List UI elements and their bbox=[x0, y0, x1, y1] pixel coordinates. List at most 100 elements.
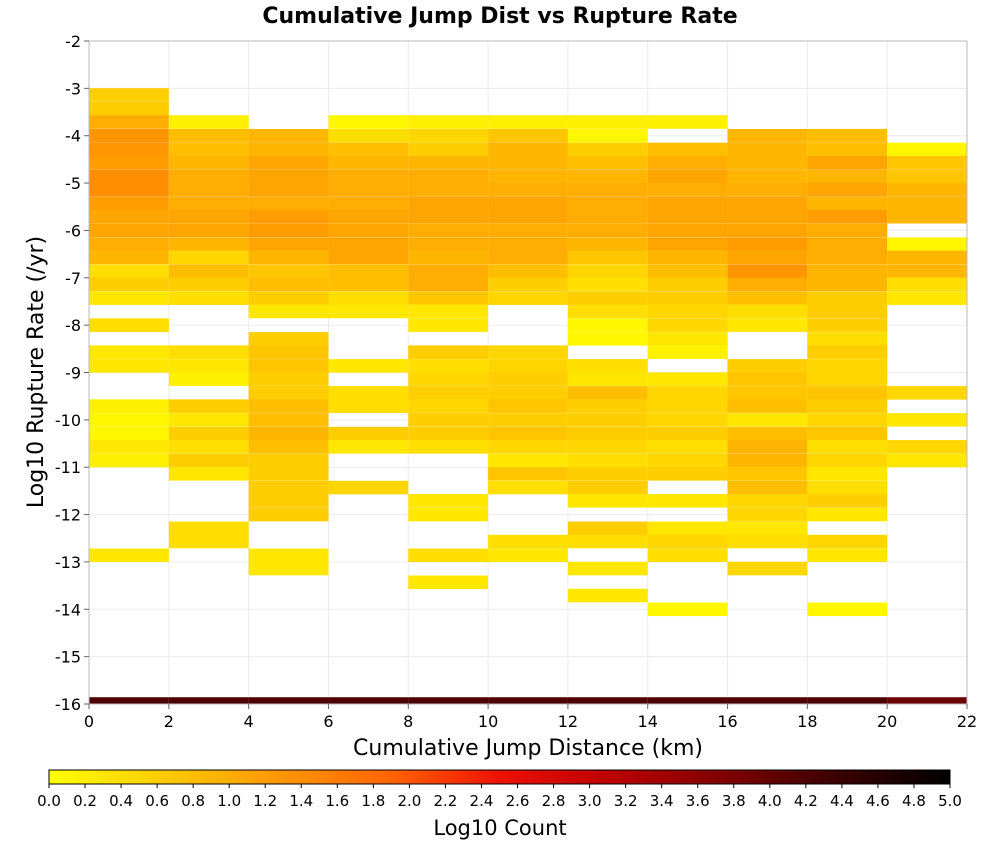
heatmap-cell bbox=[168, 250, 249, 265]
x-tick-label: 18 bbox=[797, 712, 817, 731]
colorbar-tick-label: 4.4 bbox=[830, 792, 854, 810]
colorbar-tick-label: 3.8 bbox=[722, 792, 746, 810]
heatmap-cell bbox=[887, 209, 967, 224]
heatmap-cell bbox=[488, 196, 568, 211]
heatmap-cell bbox=[328, 155, 409, 170]
heatmap-cell bbox=[887, 237, 967, 251]
heatmap-cell bbox=[727, 291, 808, 305]
heatmap-cell bbox=[727, 697, 808, 704]
heatmap-cell bbox=[647, 548, 728, 563]
heatmap-cell bbox=[408, 223, 489, 238]
heatmap-cell bbox=[408, 155, 489, 170]
heatmap-cell bbox=[248, 182, 329, 197]
heatmap-cell bbox=[727, 467, 808, 481]
heatmap-cell bbox=[328, 182, 409, 197]
heatmap-cell bbox=[89, 115, 169, 129]
heatmap-cell bbox=[807, 209, 888, 224]
heatmap-cell bbox=[727, 453, 808, 468]
heatmap-cell bbox=[887, 182, 967, 197]
heatmap-cell bbox=[807, 413, 888, 427]
heatmap-cell bbox=[488, 250, 568, 265]
heatmap-cell bbox=[488, 345, 568, 359]
heatmap-cell bbox=[807, 250, 888, 265]
heatmap-cell bbox=[488, 359, 568, 373]
colorbar-tick-label: 0.4 bbox=[109, 792, 133, 810]
heatmap-cell bbox=[248, 561, 329, 576]
heatmap-cell bbox=[647, 115, 728, 129]
heatmap-cell bbox=[89, 155, 169, 170]
heatmap-cell bbox=[408, 142, 489, 157]
heatmap-cell bbox=[168, 453, 249, 468]
heatmap-cell bbox=[89, 548, 169, 563]
x-tick-label: 12 bbox=[558, 712, 578, 731]
heatmap-cell bbox=[647, 426, 728, 441]
colorbar-tick-label: 5.0 bbox=[938, 792, 962, 810]
heatmap-cell bbox=[807, 372, 888, 386]
heatmap-cell bbox=[488, 209, 568, 224]
heatmap-cell bbox=[567, 182, 648, 197]
heatmap-cell bbox=[567, 223, 648, 238]
heatmap-cell bbox=[248, 440, 329, 454]
heatmap-cell bbox=[248, 480, 329, 495]
chart-title: Cumulative Jump Dist vs Rupture Rate bbox=[262, 4, 737, 29]
heatmap-cell bbox=[248, 467, 329, 481]
heatmap-cell bbox=[89, 264, 169, 278]
colorbar-tick-label: 1.4 bbox=[289, 792, 313, 810]
colorbar-tick-label: 3.2 bbox=[614, 792, 638, 810]
heatmap-cell bbox=[89, 196, 169, 211]
heatmap-cell bbox=[567, 413, 648, 427]
y-axis-label: Log10 Rupture Rate (/yr) bbox=[24, 236, 49, 508]
heatmap-cell bbox=[328, 277, 409, 292]
heatmap-cell bbox=[89, 277, 169, 292]
heatmap-cell bbox=[168, 277, 249, 292]
heatmap-cell bbox=[727, 250, 808, 265]
x-tick-label: 2 bbox=[164, 712, 174, 731]
heatmap-cell bbox=[647, 277, 728, 292]
heatmap-cell bbox=[248, 196, 329, 211]
heatmap-cell bbox=[89, 359, 169, 373]
heatmap-cell bbox=[168, 697, 249, 704]
heatmap-cell bbox=[727, 386, 808, 400]
heatmap-cell bbox=[567, 332, 648, 346]
heatmap-cell bbox=[647, 521, 728, 536]
heatmap-cell bbox=[807, 359, 888, 373]
heatmap-cell bbox=[408, 359, 489, 373]
heatmap-cell bbox=[168, 413, 249, 427]
heatmap-cell bbox=[328, 196, 409, 211]
heatmap-cell bbox=[647, 291, 728, 305]
heatmap-cell bbox=[727, 128, 808, 143]
heatmap-cell bbox=[647, 345, 728, 359]
heatmap-cell bbox=[328, 115, 409, 129]
heatmap-cell bbox=[647, 237, 728, 251]
heatmap-cell bbox=[168, 291, 249, 305]
heatmap-cell bbox=[168, 155, 249, 170]
x-tick-label: 22 bbox=[957, 712, 977, 731]
heatmap-cell bbox=[248, 413, 329, 427]
heatmap-cell bbox=[248, 142, 329, 157]
heatmap-cell bbox=[89, 399, 169, 413]
heatmap-cell bbox=[647, 399, 728, 413]
x-tick-label: 10 bbox=[478, 712, 498, 731]
heatmap-cell bbox=[567, 142, 648, 157]
colorbar-tick-label: 4.0 bbox=[758, 792, 782, 810]
heatmap-cell bbox=[727, 142, 808, 157]
heatmap-cell bbox=[408, 697, 489, 704]
heatmap-cell bbox=[488, 128, 568, 143]
heatmap-cell bbox=[488, 413, 568, 427]
heatmap-cell bbox=[408, 196, 489, 211]
heatmap-cell bbox=[89, 318, 169, 332]
heatmap-cell bbox=[328, 697, 409, 704]
colorbar-label: Log10 Count bbox=[433, 816, 566, 840]
heatmap-cell bbox=[647, 372, 728, 386]
heatmap-cell bbox=[727, 223, 808, 238]
heatmap-cell bbox=[408, 277, 489, 292]
colorbar-tick-label: 1.8 bbox=[361, 792, 385, 810]
y-tick-label: -16 bbox=[55, 695, 81, 714]
heatmap-cell bbox=[567, 318, 648, 332]
heatmap-cell bbox=[647, 440, 728, 454]
colorbar-tick-label: 1.2 bbox=[253, 792, 277, 810]
colorbar-ticks: 0.0 0.2 0.4 0.6 0.8 1.0 1.2 1.4 1.6 1.8 2.0 2.2 2.4 2… bbox=[37, 784, 962, 810]
heatmap-cell bbox=[408, 386, 489, 400]
heatmap-cell bbox=[727, 237, 808, 251]
heatmap-cell bbox=[727, 534, 808, 549]
